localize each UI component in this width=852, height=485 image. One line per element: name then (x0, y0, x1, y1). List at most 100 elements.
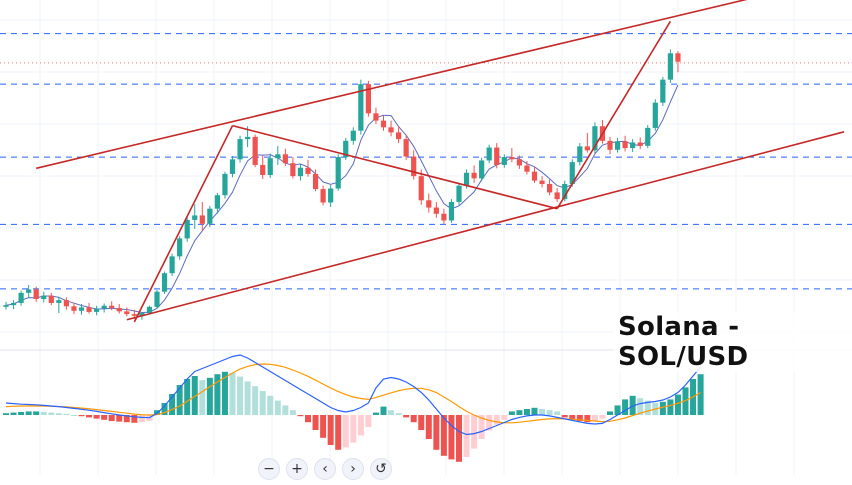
trendline-channel-upper (36, 0, 748, 170)
bearish-candle (403, 139, 409, 157)
trendline-rally-2 (556, 20, 672, 210)
macd-histogram-bar-positive (644, 400, 651, 415)
macd-histogram-bar-negative (357, 415, 364, 436)
bullish-candle (486, 147, 492, 161)
macd-histogram-bar-positive (659, 401, 666, 415)
macd-histogram-bar-negative (418, 415, 425, 430)
bearish-candle (305, 167, 311, 174)
macd-histogram-bar-positive (244, 381, 251, 415)
macd-histogram-bar-negative (305, 415, 311, 423)
bullish-candle (614, 141, 621, 150)
bearish-candle (48, 295, 54, 303)
bearish-candle (418, 176, 424, 201)
macd-histogram-bar-negative (440, 415, 447, 456)
macd-histogram-bar-positive (63, 413, 70, 415)
scroll-left-button[interactable]: ‹ (314, 458, 336, 480)
macd-histogram-bar-negative (456, 415, 462, 462)
bearish-candle (252, 136, 258, 165)
bullish-candle (161, 273, 168, 292)
macd-histogram-bar-positive (214, 374, 221, 415)
bullish-candle (479, 160, 485, 179)
bearish-candle (312, 173, 319, 190)
bullish-candle (3, 305, 9, 307)
bearish-candle (131, 314, 137, 316)
reset-chart-button[interactable]: ↺ (370, 458, 392, 480)
bullish-candle (569, 162, 575, 184)
bearish-candle (71, 306, 77, 311)
bullish-candle (214, 195, 220, 209)
macd-histogram-bar-negative (86, 415, 93, 418)
zoom-out-button[interactable]: − (258, 458, 280, 480)
macd-histogram-bar-positive (55, 413, 62, 415)
bearish-candle (33, 289, 39, 299)
trendline-rally-1 (133, 125, 234, 323)
macd-histogram-bar-negative (350, 415, 357, 443)
bullish-candle (229, 159, 236, 174)
bearish-candle (584, 146, 590, 151)
macd-histogram-bar-negative (561, 415, 568, 418)
macd-histogram-bar-positive (154, 410, 160, 415)
macd-signal-line (5, 363, 701, 424)
bearish-candle (539, 180, 545, 184)
bullish-candle (10, 302, 17, 306)
bullish-candle (207, 208, 213, 224)
bullish-candle (94, 308, 100, 312)
macd-histogram-bar-positive (33, 411, 40, 415)
bullish-candle (26, 289, 32, 293)
macd-histogram-bar-positive (607, 411, 613, 415)
bullish-candle (245, 136, 251, 140)
trendlines (36, 0, 845, 323)
macd-histogram-bar-negative (78, 415, 85, 417)
macd-histogram-bar-positive (516, 410, 523, 415)
macd-histogram-bar-negative (599, 415, 606, 419)
bullish-candle (154, 291, 160, 307)
macd-histogram-bar-negative (569, 415, 576, 420)
macd-histogram-bar-negative (425, 415, 432, 439)
zoom-in-button[interactable]: + (286, 458, 308, 480)
macd-histogram-bar-positive (18, 412, 25, 415)
macd-histogram-bar-negative (108, 415, 115, 421)
macd-histogram-bar-positive (267, 395, 274, 415)
bullish-candle (630, 142, 636, 149)
bullish-candle (78, 307, 85, 311)
macd-histogram-bar-negative (410, 415, 417, 423)
macd-histogram-bar-positive (395, 413, 402, 415)
bearish-candle (380, 120, 387, 128)
macd-histogram-bar-positive (380, 406, 387, 415)
bullish-candle (275, 154, 281, 159)
macd-histogram-bar-negative (131, 415, 138, 423)
macd-histogram-bar-negative (471, 415, 478, 449)
macd-histogram-bar-negative (93, 415, 100, 419)
macd-histogram-bar-positive (199, 380, 206, 415)
chart-toolbar: − + ‹ › ↺ (258, 458, 392, 482)
scroll-right-button[interactable]: › (342, 458, 364, 480)
macd-histogram-bar-negative (576, 415, 583, 421)
macd-histogram-bar-negative (116, 415, 123, 422)
macd-histogram-bar-positive (184, 379, 191, 415)
macd-histogram-bar-positive (40, 412, 47, 415)
bullish-candle (335, 157, 341, 189)
macd-histogram-bar-negative (138, 415, 145, 423)
macd-histogram-bar-positive (70, 415, 77, 416)
bearish-candle (441, 213, 447, 221)
macd-histogram-bar-negative (342, 415, 349, 448)
macd-histogram-bar-positive (48, 412, 55, 415)
bullish-candle (146, 306, 153, 314)
bearish-candle (63, 300, 69, 307)
bullish-candle (267, 158, 273, 176)
macd-histogram-bar-negative (433, 415, 440, 450)
horizontal-levels (0, 33, 852, 290)
macd-histogram-bar-positive (161, 403, 168, 415)
bullish-candle (667, 53, 673, 80)
macd-histogram-bar-positive (539, 409, 546, 415)
macd-histogram-bar-negative (101, 415, 108, 420)
bullish-candle (645, 127, 651, 146)
bullish-candle (222, 173, 228, 196)
bullish-candle (56, 300, 62, 303)
bearish-candle (547, 184, 553, 193)
bearish-candle (637, 142, 643, 146)
bullish-candle (592, 126, 598, 151)
bearish-candle (411, 156, 417, 177)
bullish-candle (297, 167, 304, 177)
